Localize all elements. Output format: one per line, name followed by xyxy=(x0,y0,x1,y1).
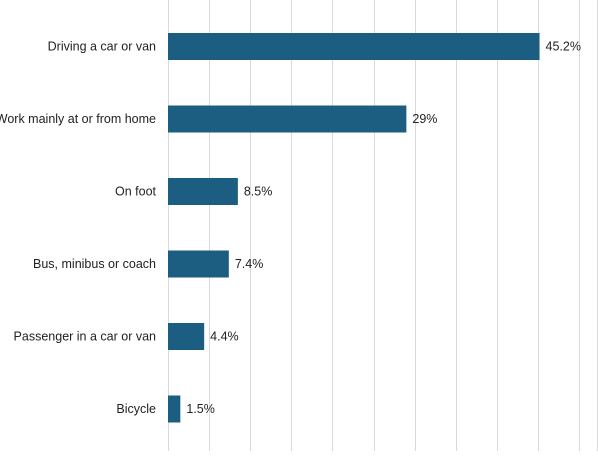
bars xyxy=(168,33,540,423)
bar xyxy=(168,33,540,60)
bar xyxy=(168,395,181,423)
data-label: 4.4% xyxy=(210,330,239,344)
bar xyxy=(168,250,229,278)
category-label: Work mainly at or from home xyxy=(0,112,156,126)
data-label: 8.5% xyxy=(244,185,273,199)
bar xyxy=(168,178,238,205)
data-label: 1.5% xyxy=(186,402,215,416)
data-label: 7.4% xyxy=(235,257,264,271)
category-labels: Driving a car or van Work mainly at or fr… xyxy=(0,40,157,417)
gridlines xyxy=(168,0,580,451)
bar xyxy=(168,105,407,133)
category-label: Bicycle xyxy=(116,402,156,416)
data-label: 45.2% xyxy=(546,40,581,54)
category-label: Driving a car or van xyxy=(48,40,156,54)
category-label: On foot xyxy=(115,185,157,199)
category-label: Passenger in a car or van xyxy=(14,330,156,344)
category-label: Bus, minibus or coach xyxy=(33,257,156,271)
data-labels: 45.2% 29% 8.5% 7.4% 4.4% 1.5% xyxy=(186,40,581,417)
data-label: 29% xyxy=(412,112,437,126)
bar xyxy=(168,323,205,350)
